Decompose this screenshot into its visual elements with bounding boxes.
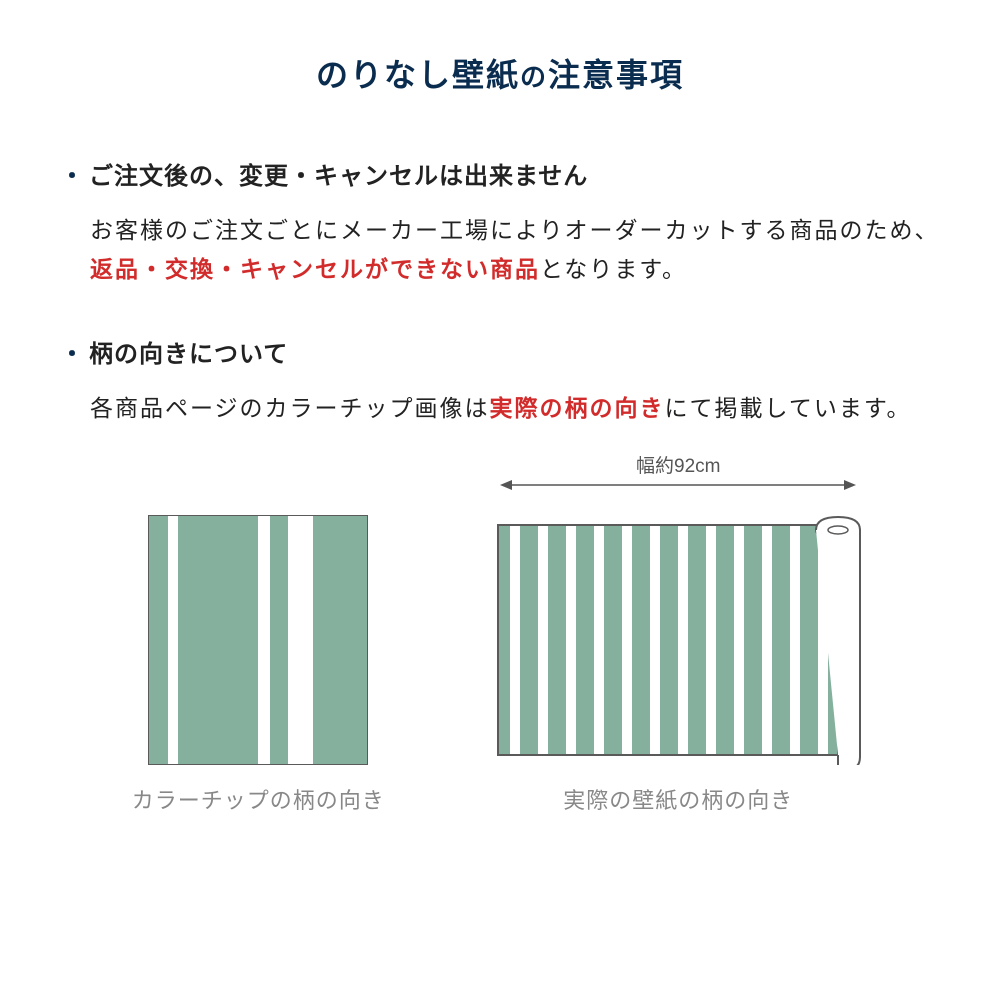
left-caption: カラーチップの柄の向き — [132, 783, 385, 815]
section-cancel-policy: ・ご注文後の、変更・キャンセルは出来ません お客様のご注文ごとにメーカー工場によ… — [60, 156, 940, 289]
diagram-container: カラーチップの柄の向き 幅約92cm — [60, 473, 940, 815]
section2-body-pre: 各商品ページのカラーチップ画像は — [90, 395, 490, 421]
section-pattern-direction: ・柄の向きについて 各商品ページのカラーチップ画像は実際の柄の向きにて掲載してい… — [60, 334, 940, 428]
section1-body-pre: お客様のご注文ごとにメーカー工場によりオーダーカットする商品のため、 — [90, 217, 940, 243]
width-indicator: 幅約92cm — [498, 473, 858, 502]
bullet-icon: ・ — [60, 341, 85, 368]
section1-header: ・ご注文後の、変更・キャンセルは出来ません — [60, 156, 940, 191]
section1-highlight: 返品・交換・キャンセルができない商品 — [90, 256, 540, 282]
diagram-right-block: 幅約92cm — [488, 473, 868, 815]
section2-header: ・柄の向きについて — [60, 334, 940, 369]
section2-body: 各商品ページのカラーチップ画像は実際の柄の向きにて掲載しています。 — [60, 389, 940, 428]
width-label-text: 幅約92cm — [628, 451, 728, 478]
wallpaper-roll — [488, 510, 868, 765]
section1-body: お客様のご注文ごとにメーカー工場によりオーダーカットする商品のため、返品・交換・… — [60, 211, 940, 289]
section2-body-post: にて掲載しています。 — [665, 395, 912, 421]
title-main: のりなし壁紙 — [316, 57, 520, 93]
title-sub: 注意事項 — [548, 57, 684, 93]
bullet-icon: ・ — [60, 163, 85, 190]
section1-header-text: ご注文後の、変更・キャンセルは出来ません — [89, 163, 588, 190]
diagram-left-block: カラーチップの柄の向き — [132, 515, 385, 815]
title-particle: の — [520, 62, 548, 92]
section2-highlight: 実際の柄の向き — [490, 395, 665, 421]
section2-header-text: 柄の向きについて — [89, 341, 288, 368]
page-title: のりなし壁紙の注意事項 — [60, 50, 940, 96]
right-caption: 実際の壁紙の柄の向き — [563, 783, 793, 815]
color-chip-swatch — [148, 515, 368, 765]
section1-body-post: となります。 — [540, 256, 687, 282]
